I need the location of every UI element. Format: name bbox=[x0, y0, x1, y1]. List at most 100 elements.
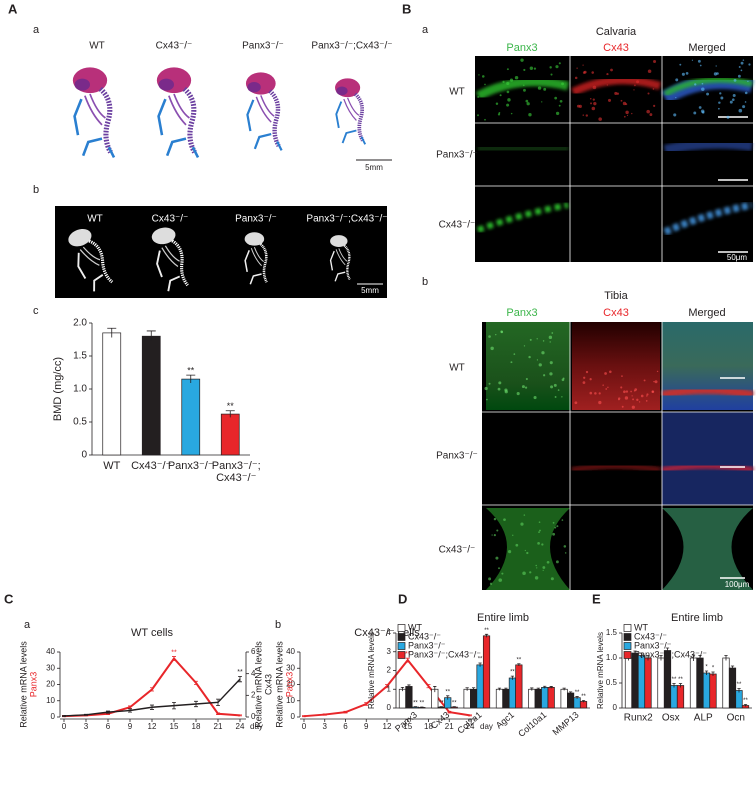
speckle bbox=[555, 111, 560, 116]
bar bbox=[709, 673, 717, 709]
significance: ** bbox=[743, 698, 748, 704]
error-bar bbox=[530, 687, 534, 691]
speckle bbox=[528, 113, 532, 117]
x-tick-label: 0 bbox=[62, 722, 67, 731]
bar bbox=[405, 686, 413, 709]
speckle bbox=[529, 571, 532, 574]
speckle bbox=[647, 92, 650, 95]
speckle bbox=[582, 64, 584, 66]
bar bbox=[508, 677, 516, 709]
speckle bbox=[731, 98, 735, 101]
speckle bbox=[681, 72, 685, 76]
speckle bbox=[742, 105, 746, 109]
y-tick-label: 10 bbox=[46, 696, 55, 705]
stain-header: Cx43 bbox=[603, 42, 629, 54]
speckle bbox=[675, 78, 679, 82]
row-label: Cx43⁻/⁻ bbox=[439, 545, 476, 556]
error-bar bbox=[150, 687, 154, 692]
bar bbox=[398, 688, 407, 709]
speckle bbox=[515, 543, 519, 547]
speckle bbox=[523, 88, 526, 92]
speckle bbox=[633, 89, 635, 91]
speckle bbox=[550, 73, 553, 76]
significance: ** bbox=[420, 701, 425, 707]
speckle bbox=[630, 390, 632, 393]
speckle bbox=[549, 341, 551, 343]
x-tick-label: 9 bbox=[364, 722, 369, 731]
significance: ** bbox=[187, 366, 195, 376]
speckle bbox=[495, 102, 499, 106]
speckle bbox=[561, 396, 563, 398]
legend-swatch bbox=[623, 624, 632, 632]
speckle bbox=[542, 566, 546, 569]
speckle bbox=[632, 398, 635, 401]
speckle bbox=[510, 361, 513, 364]
speckle bbox=[506, 68, 509, 71]
speckle bbox=[718, 101, 721, 104]
speckle bbox=[561, 519, 564, 521]
speckle bbox=[652, 88, 655, 90]
row-label: Panx3⁻/⁻ bbox=[436, 150, 478, 161]
speckle bbox=[549, 66, 552, 69]
speckle bbox=[742, 59, 745, 61]
error-bar bbox=[194, 680, 198, 685]
speckle bbox=[614, 91, 618, 95]
error-bar bbox=[150, 704, 154, 710]
error-bar bbox=[581, 700, 586, 703]
speckle bbox=[543, 87, 547, 91]
speckle bbox=[534, 576, 539, 580]
error-bar bbox=[633, 650, 637, 655]
legend-label: Panx3⁻/⁻ bbox=[634, 640, 672, 650]
error-bar bbox=[186, 374, 196, 384]
speckle bbox=[598, 117, 602, 121]
speckle bbox=[541, 543, 544, 546]
speckle bbox=[653, 104, 656, 107]
error-bar bbox=[225, 410, 235, 418]
bar bbox=[181, 378, 201, 456]
error-bar bbox=[446, 695, 450, 700]
speckle bbox=[646, 395, 648, 397]
speckle bbox=[631, 405, 635, 409]
speckle bbox=[720, 96, 724, 100]
y-tick-label: 40 bbox=[286, 647, 295, 656]
significance: * bbox=[712, 666, 715, 672]
speckle bbox=[506, 90, 510, 94]
speckle bbox=[514, 75, 519, 80]
significance: ** bbox=[581, 694, 586, 700]
bar bbox=[573, 697, 581, 709]
error-bar bbox=[478, 662, 482, 667]
speckle bbox=[620, 386, 623, 389]
y-axis-label: Relative mRNA levels bbox=[367, 632, 376, 709]
speckle bbox=[520, 522, 524, 526]
speckle bbox=[623, 390, 626, 394]
error-bar bbox=[704, 670, 709, 675]
speckle bbox=[550, 577, 554, 581]
skeleton-photos bbox=[73, 67, 365, 157]
speckle bbox=[488, 335, 491, 338]
error-bar bbox=[517, 663, 521, 666]
error-bar bbox=[407, 684, 411, 688]
error-bar bbox=[730, 665, 735, 670]
y2-axis-series-label: Cx43 bbox=[263, 674, 273, 695]
speckle bbox=[620, 99, 623, 102]
error-bar bbox=[413, 706, 418, 708]
speckle bbox=[543, 374, 546, 377]
speckle bbox=[744, 101, 747, 103]
speckle bbox=[529, 66, 534, 70]
speckle bbox=[558, 62, 561, 65]
bar bbox=[220, 413, 240, 456]
speckle bbox=[498, 578, 503, 582]
x-tick-label: MMP13 bbox=[550, 710, 580, 738]
speckle bbox=[498, 567, 500, 570]
x-tick-label: 12 bbox=[383, 722, 392, 731]
error-bar bbox=[568, 691, 573, 695]
speckle bbox=[538, 531, 540, 534]
speckle bbox=[502, 80, 505, 83]
speckle bbox=[553, 383, 557, 387]
significance: ** bbox=[171, 649, 177, 656]
microct-image bbox=[55, 206, 387, 298]
speckle bbox=[649, 113, 653, 117]
y-tick-label: 1.0 bbox=[73, 384, 87, 395]
y-tick-label: 30 bbox=[46, 663, 55, 672]
speckle bbox=[697, 59, 701, 63]
